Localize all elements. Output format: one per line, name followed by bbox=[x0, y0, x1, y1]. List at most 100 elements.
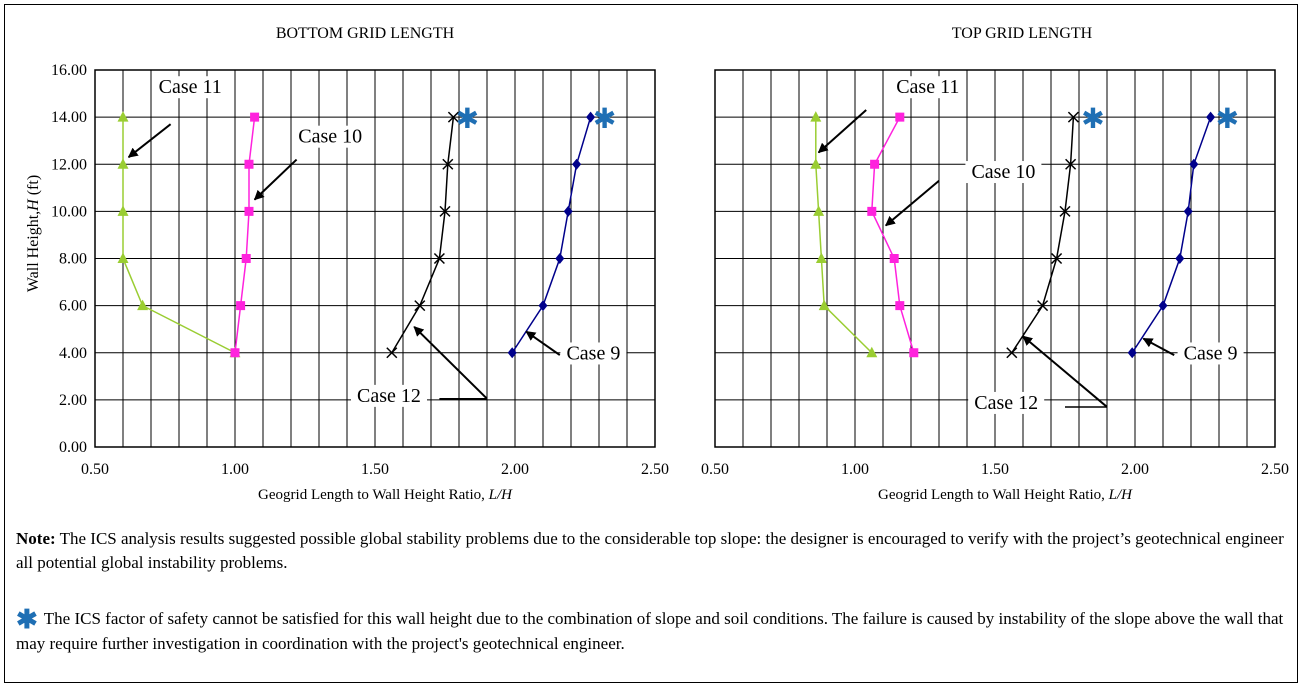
asterisk-icon: ✱ bbox=[456, 102, 479, 135]
y-axis-label: Wall Height,H (ft) bbox=[25, 175, 42, 292]
x-tick-label: 1.50 bbox=[361, 461, 389, 478]
asterisk-icon: ✱ bbox=[593, 102, 616, 135]
case-12-label: Case 12 bbox=[974, 392, 1038, 414]
series-case-10-point bbox=[909, 348, 919, 358]
plot-area-border bbox=[714, 69, 1276, 448]
y-tick-label: 10.00 bbox=[51, 203, 87, 220]
series-case-9-line bbox=[1131, 116, 1212, 354]
series-case-11-point bbox=[810, 158, 822, 169]
series-case-9-point bbox=[563, 205, 573, 217]
series-case-12-point bbox=[1051, 252, 1063, 265]
series-case-11-point bbox=[813, 205, 825, 216]
case-12-label: Case 12 bbox=[357, 385, 421, 407]
case-12-arrow bbox=[1022, 335, 1108, 408]
series-case-11-point bbox=[117, 111, 129, 122]
x-tick-label: 2.50 bbox=[1261, 461, 1289, 478]
series-case-12-point bbox=[439, 205, 451, 217]
note-label: Note: bbox=[16, 529, 56, 548]
x-axis-label: Geogrid Length to Wall Height Ratio, L/H bbox=[258, 487, 513, 503]
x-tick-label: 2.00 bbox=[1121, 461, 1149, 478]
case-11-label: Case 11 bbox=[896, 76, 959, 98]
x-tick-label: 2.50 bbox=[641, 461, 669, 478]
series-case-11-point bbox=[117, 205, 129, 216]
y-tick-label: 4.00 bbox=[59, 345, 87, 362]
series-case-10-point bbox=[241, 254, 251, 263]
case-12-label-bg bbox=[351, 384, 427, 407]
y-tick-label: 8.00 bbox=[59, 251, 87, 268]
series-case-11-point bbox=[137, 299, 149, 311]
series-case-9-point bbox=[1183, 205, 1193, 217]
star-footnote-text: The ICS factor of safety cannot be satis… bbox=[16, 609, 1284, 653]
chart-panel-2: TOP GRID LENGTH 0.50 1.00 1.50 2.00 2.50 Geogr… bbox=[701, 25, 1289, 503]
series-case-10-point bbox=[230, 348, 240, 358]
case-10-label: Case 10 bbox=[971, 161, 1035, 183]
series-case-10-point bbox=[895, 301, 905, 311]
series-case-10-point bbox=[870, 159, 880, 169]
series-case-10-point bbox=[889, 254, 899, 263]
chart-title: BOTTOM GRID LENGTH bbox=[276, 25, 455, 42]
y-tick-label: 16.00 bbox=[51, 62, 87, 79]
series-case-10-point bbox=[250, 112, 260, 122]
series-case-9-point bbox=[555, 253, 565, 264]
series-case-12-point bbox=[433, 252, 445, 265]
series-case-11-point bbox=[866, 346, 878, 358]
case-9-label-bg bbox=[560, 342, 627, 365]
series-case-12-line bbox=[1011, 117, 1075, 354]
case-10-label-bg bbox=[292, 125, 369, 148]
series-case-9-point bbox=[572, 158, 582, 170]
series-case-11-line bbox=[815, 117, 873, 354]
series-case-12-point bbox=[1006, 347, 1018, 359]
figure-frame bbox=[4, 4, 1298, 683]
series-case-9-point bbox=[1189, 158, 1199, 170]
asterisk-icon: ✱ bbox=[1081, 102, 1104, 135]
series-case-11-point bbox=[117, 252, 129, 263]
y-tick-label: 2.00 bbox=[59, 392, 87, 409]
x-tick-label: 1.00 bbox=[841, 461, 869, 478]
y-tick-label: 14.00 bbox=[51, 109, 87, 126]
case-12-label-bg bbox=[968, 391, 1045, 414]
y-tick-label: 0.00 bbox=[59, 439, 87, 456]
x-tick-label: 0.50 bbox=[701, 461, 729, 478]
series-case-10-point bbox=[236, 301, 246, 311]
asterisk-icon: ✱ bbox=[1216, 102, 1239, 135]
x-axis-label: Geogrid Length to Wall Height Ratio, L/H bbox=[878, 487, 1133, 503]
chart-panel-1: BOTTOM GRID LENGTH 0.50 1.00 1.50 2.00 2.50 0.… bbox=[25, 25, 669, 503]
series-case-12-point bbox=[1065, 158, 1077, 170]
series-case-10-point bbox=[867, 206, 877, 216]
series-case-9-point bbox=[586, 111, 596, 123]
case-11-label: Case 11 bbox=[159, 76, 222, 98]
case-10-label-bg bbox=[965, 161, 1042, 184]
series-case-9-point bbox=[507, 347, 517, 359]
series-case-9-point bbox=[538, 300, 548, 312]
series-case-9-line bbox=[511, 116, 592, 354]
case-9-arrow bbox=[1142, 337, 1175, 356]
star-footnote: ✱ The ICS factor of safety cannot be sati… bbox=[16, 607, 1286, 656]
series-case-12-line bbox=[391, 117, 455, 354]
series-case-10-line bbox=[234, 117, 256, 353]
series-case-9-point bbox=[1206, 111, 1216, 123]
case-9-label: Case 9 bbox=[566, 342, 620, 364]
note-text: The ICS analysis results suggested possi… bbox=[16, 529, 1284, 572]
series-case-12-point bbox=[1037, 300, 1049, 312]
y-tick-label: 6.00 bbox=[59, 298, 87, 315]
series-case-11-line bbox=[122, 117, 236, 354]
case-10-label: Case 10 bbox=[298, 126, 362, 148]
series-case-11-point bbox=[815, 252, 827, 263]
chart-title: TOP GRID LENGTH bbox=[952, 25, 1093, 42]
series-case-10-line bbox=[871, 116, 915, 353]
series-case-9-point bbox=[1127, 347, 1137, 359]
x-tick-label: 1.50 bbox=[981, 461, 1009, 478]
series-case-12-point bbox=[386, 347, 398, 359]
case-11-label-bg bbox=[152, 76, 229, 99]
case-10-arrow bbox=[885, 179, 940, 227]
x-tick-label: 2.00 bbox=[501, 461, 529, 478]
note-paragraph: Note: The ICS analysis results suggested… bbox=[16, 527, 1286, 575]
case-9-label: Case 9 bbox=[1184, 342, 1238, 364]
y-tick-label: 12.00 bbox=[51, 156, 87, 173]
series-case-10-point bbox=[244, 159, 254, 169]
series-case-12-point bbox=[442, 158, 454, 170]
series-case-9-point bbox=[1158, 300, 1168, 312]
series-case-11-point bbox=[117, 158, 129, 169]
case-11-label-bg bbox=[889, 76, 966, 99]
